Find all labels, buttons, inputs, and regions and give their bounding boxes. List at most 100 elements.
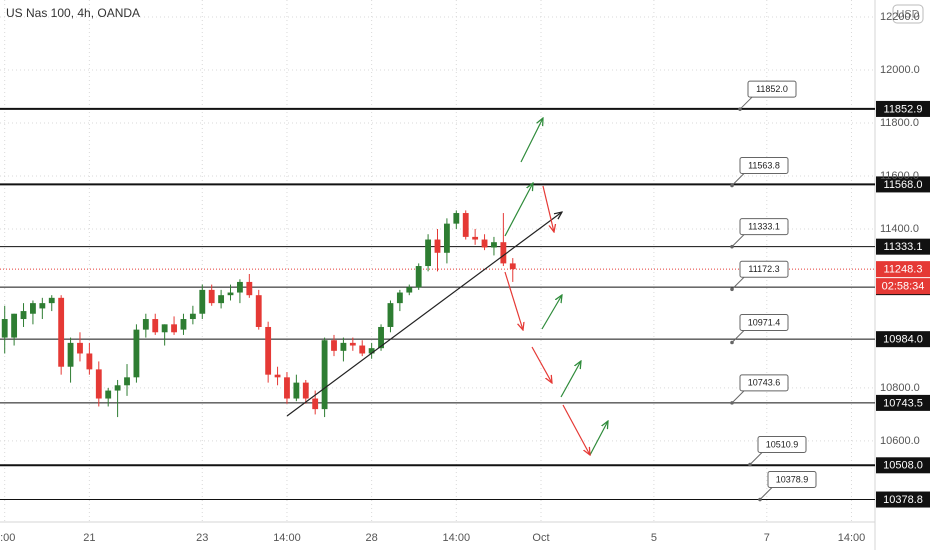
- price-badge: [876, 261, 930, 278]
- candle-body: [462, 213, 469, 237]
- callout-label: 10378.9: [776, 474, 809, 484]
- candle-body: [265, 326, 272, 375]
- callout-pointer: [731, 390, 745, 404]
- candle-body: [67, 342, 74, 367]
- level-label: 10378.8: [883, 494, 923, 506]
- callout-pointer: [749, 452, 763, 465]
- candle-body: [509, 263, 516, 270]
- x-tick-label: 4:00: [0, 532, 15, 544]
- candle-body: [1, 319, 8, 338]
- candle-body: [255, 295, 262, 327]
- candle-body: [368, 348, 375, 354]
- candle-body: [124, 377, 130, 386]
- callout-anchor: [730, 287, 734, 292]
- level-badge: [876, 394, 930, 411]
- x-tick-label: 5: [651, 532, 657, 544]
- candle-body: [30, 303, 36, 314]
- candle-body: [302, 382, 309, 399]
- green-arrow: [520, 118, 543, 163]
- level-label: 11333.1: [884, 241, 923, 253]
- level-label: 11568.0: [884, 179, 923, 191]
- candle-body: [11, 313, 18, 338]
- green-arrow: [541, 295, 562, 330]
- callout-label: 11563.8: [748, 160, 780, 170]
- level-label: 10743.5: [883, 397, 923, 409]
- drawings: [286, 118, 608, 456]
- callout-anchor: [730, 183, 734, 188]
- candle-body: [274, 374, 281, 378]
- candle-body: [349, 342, 356, 346]
- candle-body: [293, 382, 300, 399]
- level-badge: [876, 100, 930, 117]
- callout-label: 11172.3: [748, 264, 779, 274]
- candle-body: [434, 239, 441, 253]
- candle-body: [415, 266, 422, 288]
- callout-label: 10743.6: [748, 378, 781, 388]
- candle-body: [20, 311, 27, 320]
- candle-body: [227, 292, 234, 296]
- y-tick-label: 10800.0: [880, 382, 920, 394]
- candle-body: [171, 324, 177, 333]
- level-badge: [876, 238, 930, 255]
- level-badge: [876, 176, 930, 193]
- candle-body: [105, 390, 112, 399]
- callout-pointer: [731, 234, 745, 248]
- candle-body: [95, 369, 102, 399]
- candle-body: [406, 287, 413, 293]
- candle-body: [161, 324, 168, 333]
- y-tick-label: 11800.0: [880, 117, 919, 129]
- green-arrow: [589, 421, 608, 456]
- red-arrow: [542, 185, 554, 232]
- red-arrow: [531, 346, 552, 383]
- candle-body: [396, 292, 403, 304]
- overlay: 11852.911568.011333.111180.410984.010743…: [730, 80, 930, 508]
- x-tick-label: 7: [764, 532, 770, 544]
- callout-label: 10971.4: [748, 317, 781, 327]
- callout-box: [767, 471, 817, 489]
- callout-label: 10510.9: [766, 439, 799, 449]
- current-price-label: 11248.3: [884, 264, 923, 276]
- level-badge: [876, 491, 930, 508]
- callout-pointer: [731, 330, 745, 343]
- callout-label: 11333.1: [748, 222, 780, 232]
- x-tick-label: Oct: [532, 532, 549, 544]
- callout-pointer: [739, 96, 753, 110]
- candle-body: [133, 329, 140, 378]
- y-tick-label: 11400.0: [880, 223, 919, 235]
- candle-body: [453, 213, 460, 224]
- y-tick-label: 12200.0: [880, 11, 920, 23]
- callout-box: [739, 157, 789, 175]
- candle-body: [359, 345, 366, 354]
- callout-anchor: [730, 244, 734, 249]
- x-tick-label: 21: [83, 532, 95, 544]
- callout-box: [739, 374, 789, 392]
- candle-body: [331, 340, 337, 351]
- candle-body: [39, 303, 46, 309]
- candle-body: [48, 297, 55, 304]
- candle-body: [142, 319, 149, 330]
- callout-pointer: [759, 487, 773, 500]
- candle-body: [237, 281, 243, 293]
- callout-box: [739, 218, 789, 236]
- candle-body: [284, 377, 290, 399]
- level-badge: [876, 331, 930, 348]
- currency-button[interactable]: [892, 4, 924, 24]
- chart-layer: [0, 0, 875, 522]
- candle-body: [152, 319, 159, 333]
- callout-anchor: [730, 340, 734, 345]
- candle-body: [218, 295, 225, 304]
- candle-body: [180, 319, 187, 330]
- callout-box: [739, 314, 789, 332]
- currency-label[interactable]: USD: [896, 8, 919, 20]
- callout-anchor: [758, 497, 762, 502]
- candle-body: [86, 353, 93, 370]
- red-arrow: [504, 271, 523, 330]
- candle-body: [321, 340, 328, 410]
- callout-anchor: [730, 401, 734, 405]
- callout-anchor: [748, 462, 752, 467]
- candle-body: [208, 289, 215, 304]
- candle-body: [58, 297, 65, 367]
- candle-body: [378, 326, 384, 349]
- level-label: 10984.0: [883, 334, 923, 346]
